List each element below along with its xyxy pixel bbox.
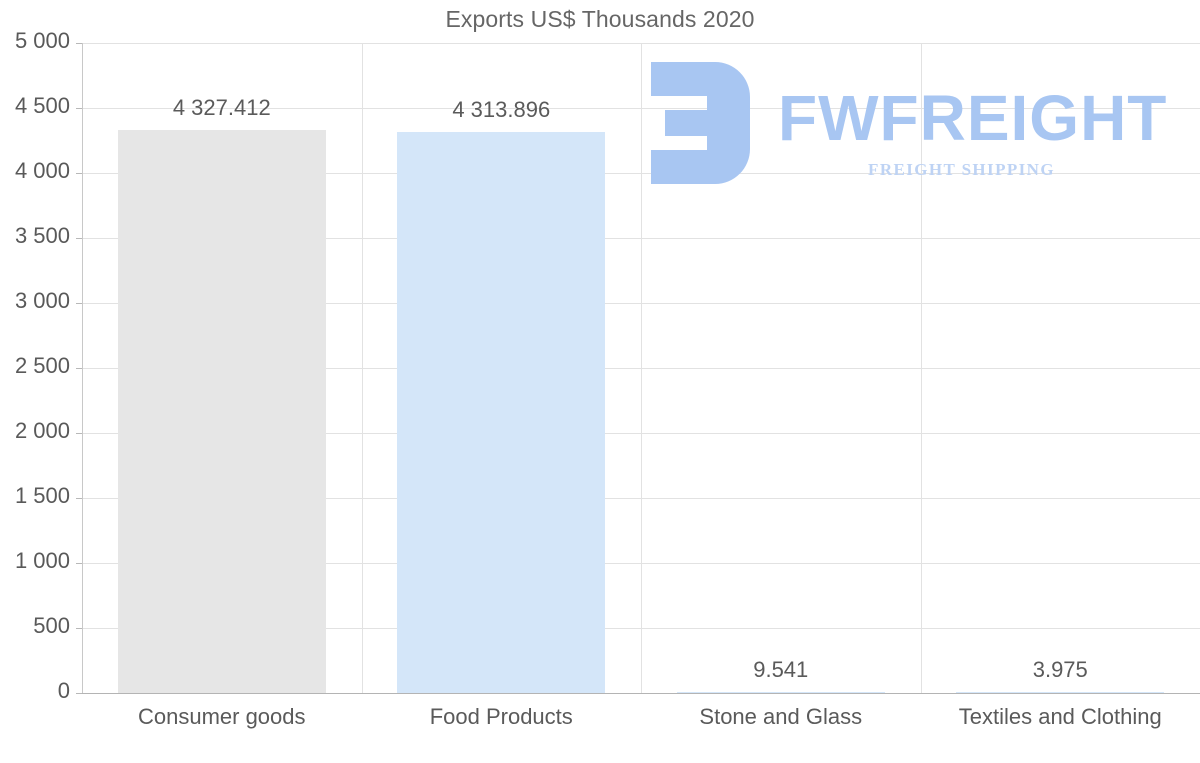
y-axis-tick-label: 3 500 bbox=[14, 223, 70, 248]
y-axis-tick bbox=[76, 108, 82, 109]
y-axis-tick bbox=[76, 628, 82, 629]
chart-title: Exports US$ Thousands 2020 bbox=[445, 6, 755, 32]
y-axis-tick bbox=[76, 563, 82, 564]
bar-value-label: 4 313.896 bbox=[452, 97, 551, 123]
gridline-vertical bbox=[641, 43, 642, 693]
gridline-vertical bbox=[920, 43, 922, 693]
y-axis-tick bbox=[76, 433, 82, 434]
y-axis-tick-label: 2 500 bbox=[14, 353, 70, 378]
x-axis-category-label: Consumer goods bbox=[137, 704, 306, 729]
y-axis-tick bbox=[76, 303, 82, 304]
plot-area bbox=[82, 43, 1200, 693]
y-axis-tick bbox=[76, 693, 82, 694]
y-axis-tick-label: 500 bbox=[33, 613, 70, 638]
bar[interactable] bbox=[676, 691, 885, 693]
x-axis-category-label: Textiles and Clothing bbox=[958, 704, 1162, 729]
y-axis-tick-label: 1 000 bbox=[14, 548, 70, 573]
y-axis-tick bbox=[76, 43, 82, 44]
bar[interactable] bbox=[956, 692, 1165, 693]
x-axis-category-label: Stone and Glass bbox=[699, 704, 863, 729]
y-axis-tick bbox=[76, 368, 82, 369]
y-axis-tick-label: 5 000 bbox=[14, 28, 70, 53]
y-axis-tick-label: 2 000 bbox=[14, 418, 70, 443]
y-axis-tick-label: 3 000 bbox=[14, 288, 70, 313]
bar[interactable] bbox=[117, 130, 326, 693]
y-axis-tick-label: 4 500 bbox=[14, 93, 70, 118]
y-axis-tick bbox=[76, 173, 82, 174]
bar-value-label: 3.975 bbox=[1032, 657, 1088, 682]
bar-value-label: 4 327.412 bbox=[172, 95, 271, 121]
y-axis-tick bbox=[76, 498, 82, 499]
x-axis-line bbox=[82, 693, 1200, 694]
y-axis-tick bbox=[76, 238, 82, 239]
gridline-vertical bbox=[361, 43, 363, 693]
y-axis-tick-label: 1 500 bbox=[14, 483, 70, 508]
y-axis-line bbox=[82, 43, 83, 694]
bar-value-label: 9.541 bbox=[753, 656, 809, 682]
y-axis-tick-label: 0 bbox=[57, 678, 70, 703]
bar[interactable] bbox=[397, 132, 606, 693]
x-axis-category-label: Food Products bbox=[429, 704, 573, 729]
y-axis-tick-label: 4 000 bbox=[14, 158, 70, 183]
